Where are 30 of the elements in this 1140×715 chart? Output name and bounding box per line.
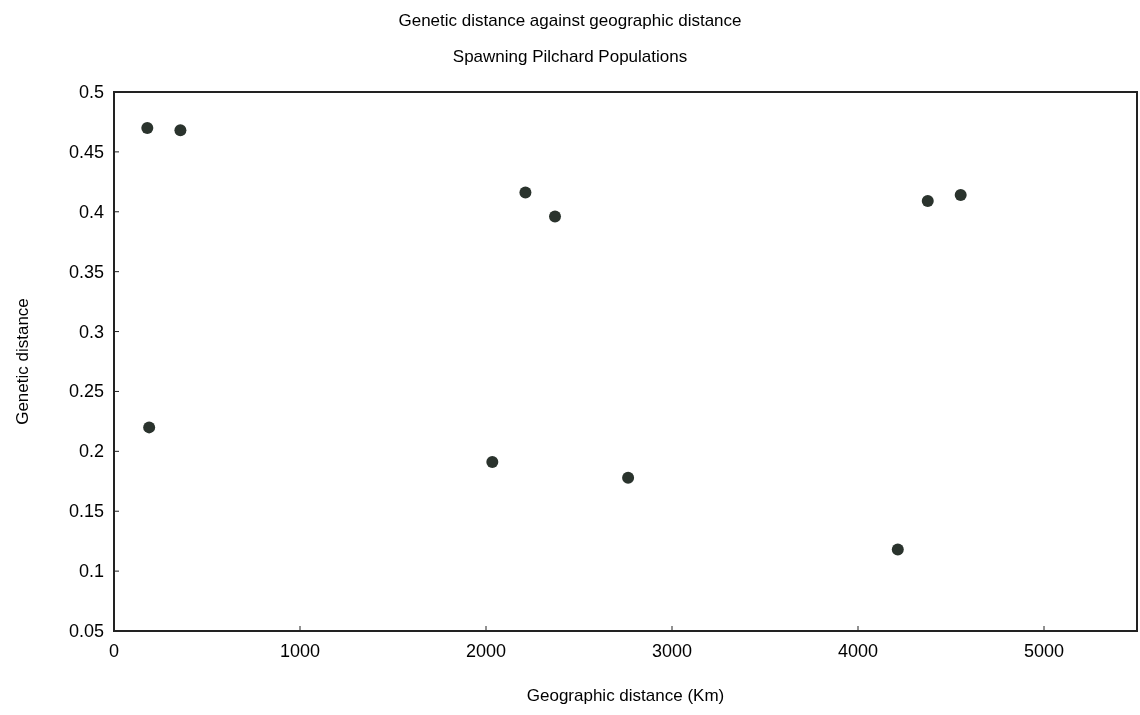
- x-tick-label: 5000: [1023, 641, 1065, 661]
- chart-subtitle: Spawning Pilchard Populations: [452, 47, 688, 66]
- x-tick-label: 1000: [279, 641, 321, 661]
- x-tick-label: 4000: [837, 641, 879, 661]
- point: [891, 543, 904, 556]
- point: [143, 421, 156, 434]
- chart-title: Genetic distance against geographic distance: [398, 11, 742, 30]
- x-axis-title: Geographic distance (Km): [526, 686, 725, 705]
- y-tick-label: 0.05: [68, 621, 104, 641]
- point: [519, 186, 532, 199]
- x-tick-label: 0: [108, 641, 120, 661]
- point: [549, 210, 562, 223]
- y-tick-label: 0.4: [78, 201, 104, 222]
- y-tick-label: 0.25: [68, 381, 104, 402]
- x-tick-label: 3000: [651, 641, 693, 661]
- point: [954, 189, 967, 202]
- y-tick-label: 0.3: [78, 321, 104, 342]
- y-axis-title: Genetic distance: [13, 298, 32, 425]
- point: [486, 456, 499, 469]
- point: [622, 471, 635, 484]
- y-tick-label: 0.45: [68, 141, 104, 162]
- y-tick-label: 0.35: [68, 261, 104, 282]
- y-tick-label: 0.1: [78, 561, 104, 582]
- y-tick-label: 0.2: [78, 441, 104, 462]
- point: [141, 121, 154, 134]
- point: [921, 195, 934, 207]
- y-tick-label: 0.5: [78, 82, 104, 102]
- point: [174, 124, 187, 137]
- y-tick-label: 0.15: [68, 501, 104, 522]
- x-tick-label: 2000: [465, 641, 507, 661]
